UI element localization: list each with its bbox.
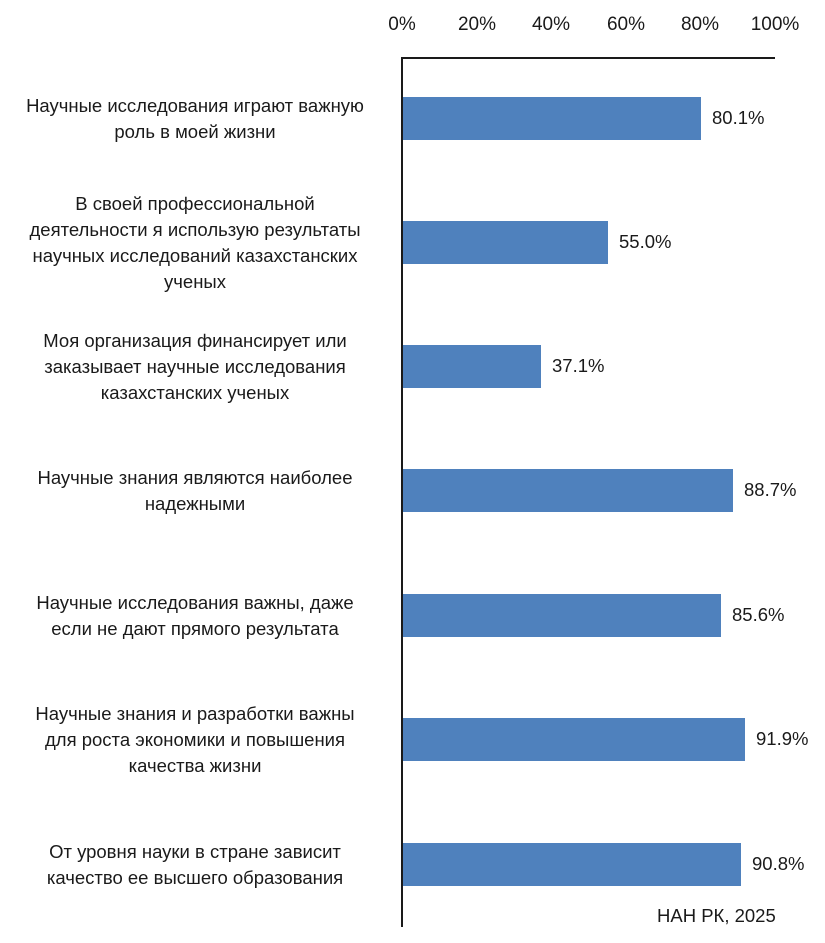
category-label: Научные знания и разработки важны для рос… <box>0 701 390 779</box>
category-label-line: В своей профессиональной <box>75 193 315 214</box>
x-axis-line <box>402 57 775 59</box>
bar <box>403 221 608 264</box>
category-label-line: качества жизни <box>128 755 262 776</box>
bar <box>403 469 733 512</box>
value-label: 88.7% <box>744 479 797 500</box>
category-label: Научные исследования играют важную роль в… <box>0 93 390 145</box>
category-label-line: роль в моей жизни <box>114 121 276 142</box>
category-label: Научные исследования важны, даже если не … <box>0 590 390 642</box>
category-label-line: От уровня науки в стране зависит <box>49 841 341 862</box>
source-note: НАН РК, 2025 <box>657 905 776 926</box>
x-tick-60: 60% <box>606 14 646 35</box>
value-label: 37.1% <box>552 355 605 376</box>
category-label: Моя организация финансирует или заказывае… <box>0 328 390 406</box>
x-tick-40: 40% <box>531 14 571 35</box>
bar <box>403 97 701 140</box>
value-label: 90.8% <box>752 853 805 874</box>
category-label-line: казахстанских ученых <box>100 382 290 403</box>
category-label-line: ученых <box>164 271 226 292</box>
category-label-line: Научные знания являются наиболее <box>37 467 353 488</box>
category-label-line: если не дают прямого результата <box>51 618 339 639</box>
category-label-line: научных исследований казахстанских <box>32 245 358 266</box>
bar <box>403 345 541 388</box>
y-axis-line <box>401 57 403 927</box>
bar <box>403 718 745 761</box>
x-tick-0: 0% <box>388 14 416 35</box>
value-label: 80.1% <box>712 107 765 128</box>
x-tick-20: 20% <box>457 14 497 35</box>
category-label-line: заказывает научные исследования <box>44 356 346 377</box>
x-tick-80: 80% <box>680 14 720 35</box>
category-label-line: надежными <box>144 493 246 514</box>
category-label: Научные знания являются наиболее надежным… <box>0 465 390 517</box>
bar <box>403 594 721 637</box>
category-label: От уровня науки в стране зависит качество… <box>0 839 390 891</box>
category-label-line: Научные исследования играют важную <box>26 95 364 116</box>
category-label-line: для роста экономики и повышения <box>44 729 346 750</box>
value-label: 85.6% <box>732 604 785 625</box>
category-label-line: Научные исследования важны, даже <box>36 592 354 613</box>
value-label: 91.9% <box>756 728 809 749</box>
value-label: 55.0% <box>619 231 672 252</box>
category-label-line: деятельности я использую результаты <box>29 219 361 240</box>
bar <box>403 843 741 886</box>
x-tick-100: 100% <box>750 14 800 35</box>
category-label-line: Моя организация финансирует или <box>43 330 347 351</box>
category-label: В своей профессиональной деятельности я и… <box>0 191 390 295</box>
category-label-line: качество ее высшего образования <box>46 867 344 888</box>
category-label-line: Научные знания и разработки важны <box>35 703 355 724</box>
